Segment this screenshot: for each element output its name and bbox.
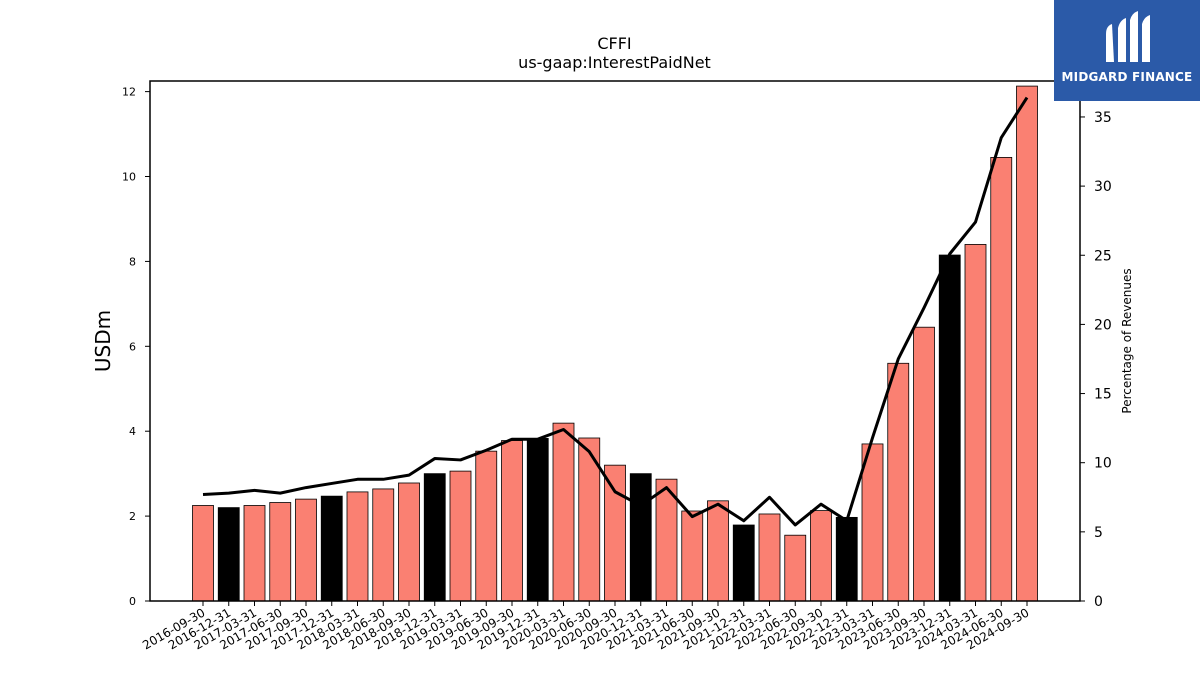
midgard-finance-logo: MIDGARD FINANCE xyxy=(1054,0,1200,101)
bar-2019-09-30 xyxy=(501,440,523,602)
bar-2023-03-31 xyxy=(861,443,884,602)
bar-2018-09-30 xyxy=(398,482,420,602)
y2-tick-label: 15 xyxy=(1094,387,1112,403)
bar-2016-12-31 xyxy=(217,507,240,602)
bar-2021-09-30 xyxy=(707,500,729,602)
chart-subtitle: us-gaap:InterestPaidNet xyxy=(518,53,711,72)
bars-group xyxy=(192,85,1038,602)
y2-axis-label: Percentage of Revenues xyxy=(1120,268,1134,413)
y-tick-label: 12 xyxy=(122,86,136,99)
bar-2023-06-30 xyxy=(887,362,910,602)
y2-tick-label: 30 xyxy=(1094,179,1112,195)
chart-title: CFFI xyxy=(597,34,631,53)
y-axis: 0 2 4 6 8 10 12 xyxy=(122,86,150,608)
y2-tick-label: 35 xyxy=(1094,110,1112,126)
bar-2018-12-31 xyxy=(423,473,446,602)
bar-2020-03-31 xyxy=(552,422,575,602)
bar-2024-03-31 xyxy=(964,244,987,602)
y-tick-label: 2 xyxy=(129,510,136,523)
bar-2022-09-30 xyxy=(810,510,832,602)
bar-2024-09-30 xyxy=(1016,85,1038,602)
revenue-percentage-line xyxy=(202,96,1029,527)
bar-2022-06-30 xyxy=(784,534,807,602)
bar-2016-09-30 xyxy=(192,505,214,602)
line-group xyxy=(202,96,1029,527)
bar-2022-12-31 xyxy=(835,516,858,602)
y-tick-label: 6 xyxy=(129,340,136,353)
bar-2021-06-30 xyxy=(681,510,704,602)
x-axis: 2016-09-302016-12-312017-03-312017-06-30… xyxy=(140,601,1032,652)
y-tick-label: 4 xyxy=(129,425,136,438)
y2-tick-label: 5 xyxy=(1094,525,1103,541)
bar-2019-12-31 xyxy=(526,438,549,602)
logo-text: MIDGARD FINANCE xyxy=(1061,70,1193,84)
y-tick-label: 8 xyxy=(129,255,136,268)
midgard-m-logo-icon xyxy=(1106,11,1150,62)
bar-2018-06-30 xyxy=(372,488,395,602)
bar-2021-12-31 xyxy=(732,524,755,602)
y2-axis: 0 5 10 15 20 25 30 35 xyxy=(1080,110,1112,610)
bar-2020-09-30 xyxy=(604,464,626,602)
bar-2022-03-31 xyxy=(758,513,781,602)
bar-2018-03-31 xyxy=(346,491,369,602)
bar-2017-03-31 xyxy=(243,505,266,602)
y-axis-label: USDm xyxy=(91,310,115,372)
bar-2017-09-30 xyxy=(295,498,317,602)
y-tick-label: 10 xyxy=(122,171,136,184)
y-tick-label: 0 xyxy=(129,595,136,608)
y2-tick-label: 10 xyxy=(1094,456,1112,472)
bar-2017-12-31 xyxy=(320,495,343,602)
bar-2023-09-30 xyxy=(913,326,935,602)
y2-tick-label: 0 xyxy=(1094,594,1103,610)
bar-2024-06-30 xyxy=(990,157,1013,602)
bar-2023-12-31 xyxy=(938,254,961,602)
bar-2019-03-31 xyxy=(449,470,472,602)
y2-tick-label: 25 xyxy=(1094,248,1112,264)
y2-tick-label: 20 xyxy=(1094,317,1112,333)
bar-2019-06-30 xyxy=(475,450,498,602)
bar-2020-12-31 xyxy=(629,473,652,602)
bar-2017-06-30 xyxy=(269,502,292,602)
